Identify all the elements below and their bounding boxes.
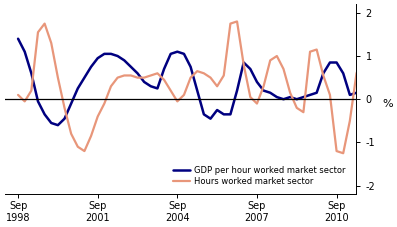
GDP per hour worked market sector	[222, 113, 226, 116]
Hours worked market sector	[288, 91, 293, 94]
GDP per hour worked market sector	[115, 55, 120, 57]
Legend: GDP per hour worked market sector, Hours worked market sector: GDP per hour worked market sector, Hours…	[173, 166, 345, 186]
Hours worked market sector	[222, 74, 226, 77]
Hours worked market sector	[215, 85, 220, 88]
Hours worked market sector	[109, 85, 114, 88]
Y-axis label: %: %	[382, 99, 393, 109]
GDP per hour worked market sector	[228, 113, 233, 116]
GDP per hour worked market sector	[16, 37, 21, 40]
Hours worked market sector	[16, 94, 21, 96]
GDP per hour worked market sector	[241, 61, 246, 64]
GDP per hour worked market sector	[361, 89, 366, 92]
GDP per hour worked market sector	[56, 124, 60, 126]
Line: GDP per hour worked market sector: GDP per hour worked market sector	[18, 39, 363, 125]
Hours worked market sector	[248, 96, 253, 99]
Hours worked market sector	[235, 20, 239, 23]
GDP per hour worked market sector	[288, 96, 293, 99]
Hours worked market sector	[241, 63, 246, 66]
Line: Hours worked market sector: Hours worked market sector	[18, 21, 363, 153]
GDP per hour worked market sector	[328, 61, 332, 64]
Hours worked market sector	[341, 152, 346, 155]
Hours worked market sector	[361, 55, 366, 57]
